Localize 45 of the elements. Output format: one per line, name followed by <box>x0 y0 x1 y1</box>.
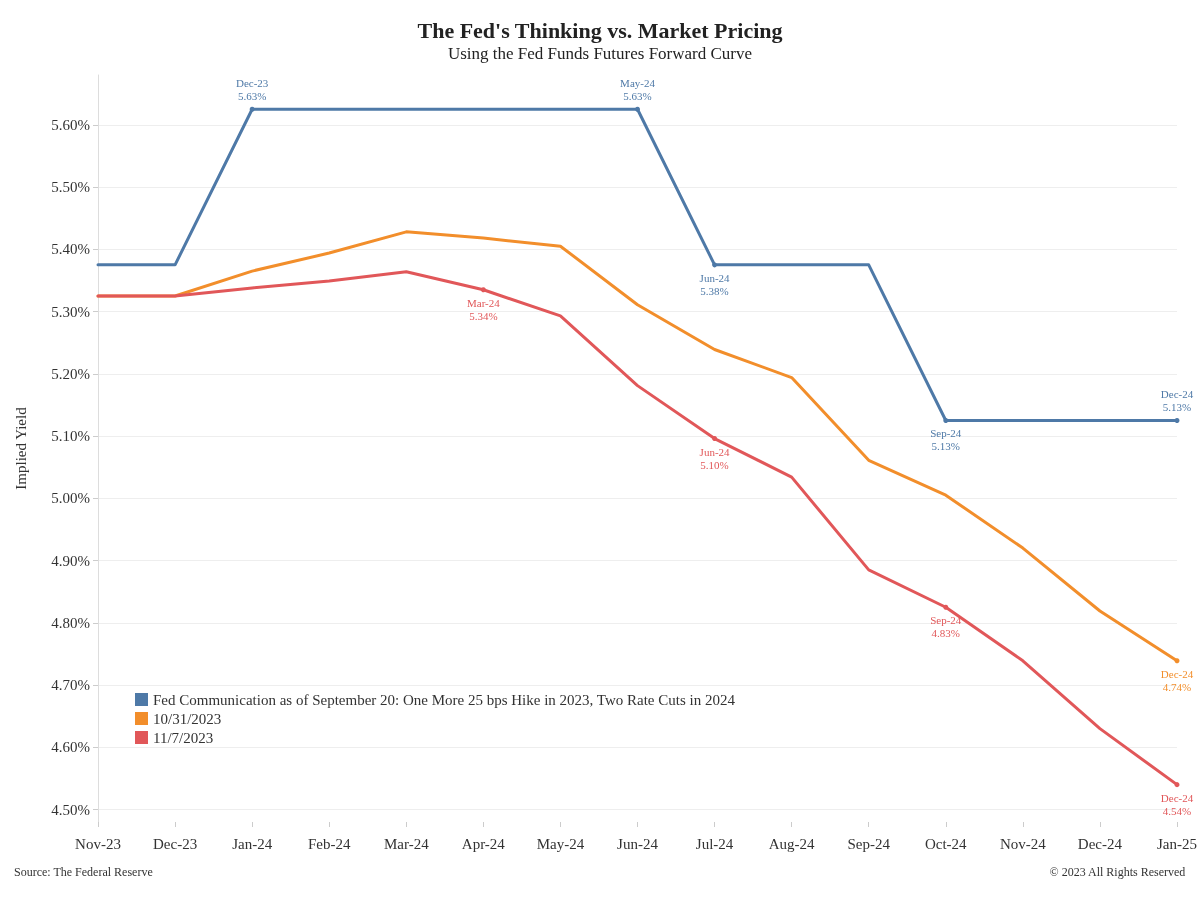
annotation: Dec-23 5.63% <box>235 77 269 103</box>
y-tick-label: 5.60% <box>51 116 90 133</box>
y-tick-label: 5.30% <box>51 303 90 320</box>
source-note: Source: The Federal Reserve <box>14 865 153 879</box>
annotation: Jun-24 5.38% <box>699 271 731 297</box>
x-tick-label: Nov-24 <box>999 835 1047 852</box>
legend-label: Fed Communication as of September 20: One More 25 bps Hike in 2023, Two Rate Cuts in 2024 <box>153 691 736 708</box>
x-tick-label: Feb-24 <box>307 835 351 852</box>
x-tick-label: Aug-24 <box>768 835 816 852</box>
y-tick-label: 4.90% <box>51 552 90 569</box>
x-tick-label: Sep-24 <box>847 835 891 852</box>
y-tick-label: 4.80% <box>51 614 90 631</box>
x-tick-label: Jul-24 <box>695 835 734 852</box>
x-tick-label: Mar-24 <box>383 835 430 852</box>
y-tick-label: 5.00% <box>51 490 90 507</box>
x-tick-label: Jan-25 <box>1157 835 1197 852</box>
annotation: Dec-24 5.13% <box>1160 388 1194 414</box>
x-tick-label: Jan-24 <box>232 835 273 852</box>
y-axis-title: Implied Yield <box>12 406 29 490</box>
y-tick-label: 4.70% <box>51 677 90 694</box>
x-tick-label: Dec-24 <box>1077 835 1123 852</box>
annotation: Sep-24 5.13% <box>930 427 962 453</box>
y-tick-label: 5.40% <box>51 241 90 258</box>
annotation: May-24 5.63% <box>620 77 656 103</box>
x-tick-label: Dec-23 <box>152 835 198 852</box>
text: © 2023 All Rights Reserved <box>1049 865 1186 879</box>
x-tick-label: Oct-24 <box>924 835 968 852</box>
annotation: Dec-24 4.74% <box>1160 667 1194 693</box>
legend-label: 11/7/2023 <box>153 729 214 746</box>
annotation: Jun-24 5.10% <box>699 445 731 471</box>
chart-title: The Fed's Thinking vs. Market Pricing <box>417 17 783 43</box>
x-tick-label: Apr-24 <box>461 835 506 852</box>
y-tick-label: 5.10% <box>51 428 90 445</box>
y-tick-label: 5.20% <box>51 365 90 382</box>
x-tick-label: Nov-23 <box>75 835 121 852</box>
legend-label: 10/31/2023 <box>153 710 222 727</box>
annotation: Mar-24 5.34% <box>466 296 501 322</box>
chart-subtitle: Using the Fed Funds Futures Forward Curve <box>447 44 753 63</box>
annotation: Sep-24 4.83% <box>930 614 962 640</box>
x-tick-label: Jun-24 <box>617 835 659 852</box>
x-tick-label: May-24 <box>536 835 585 852</box>
y-tick-label: 4.50% <box>51 801 90 818</box>
annotation: Dec-24 4.54% <box>1160 791 1194 817</box>
y-tick-label: 5.50% <box>51 179 90 196</box>
y-tick-label: 4.60% <box>51 739 90 756</box>
